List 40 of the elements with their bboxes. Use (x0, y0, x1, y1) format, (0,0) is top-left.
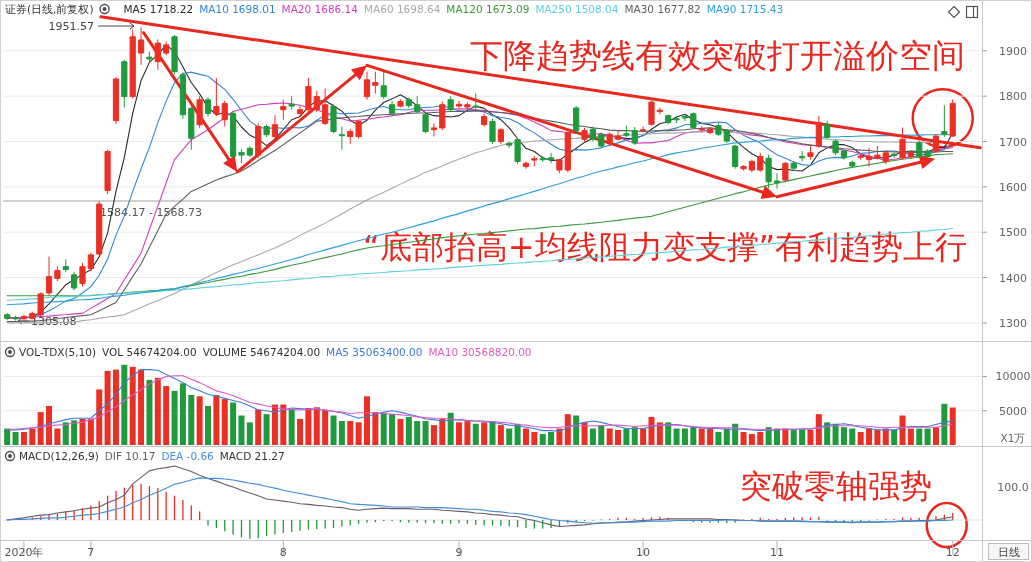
series-label: DEA -0.66 (161, 450, 215, 462)
x-tick-label: 8 (279, 546, 287, 559)
text: MA120 1673.09 (446, 3, 530, 15)
x-tick-label: 10 (636, 546, 651, 559)
text: MA10 30568820.00 (428, 346, 532, 358)
y-tick-label: 1900 (999, 44, 1027, 58)
y-axis-title: X1万 (1000, 432, 1026, 444)
x-tick-label: 11 (770, 546, 784, 559)
annotation: 1951.57 (48, 20, 94, 33)
x-tick-label: 12 (945, 546, 960, 559)
annotation: VOL 54674204.00 (102, 346, 197, 358)
x-tick-label: 2020年 (4, 546, 44, 559)
text: MA250 1508.04 (535, 3, 619, 15)
text: MA5 1718.22 (123, 3, 194, 15)
y-tick-label: 1400 (999, 271, 1027, 285)
annotation: 下降趋势线有效突破打开溢价空间 (470, 37, 965, 75)
annotation: VOLUME 54674204.00 (202, 346, 321, 358)
annotation: 突破零轴强势 (740, 468, 932, 504)
text: MA20 1686.14 (281, 3, 359, 15)
text: MA90 1715.43 (706, 3, 784, 15)
x-tick-label: 9 (455, 546, 463, 559)
y-tick-label: 1700 (999, 135, 1027, 149)
y-tick-label: 1800 (999, 90, 1027, 104)
text: MACD 21.27 (219, 450, 285, 462)
y-tick-label: 1300 (999, 316, 1027, 330)
chart-title: MACD(12,26,9) (19, 450, 99, 462)
text: MA10 1698.01 (199, 3, 276, 15)
text: MA60 1698.64 (363, 3, 441, 15)
x-tick-label: 7 (87, 546, 95, 559)
x-axis-title: 日线 (997, 546, 1020, 559)
chart-title: 证券(日线,前复权) (5, 3, 94, 15)
y-tick-label: 1500 (999, 226, 1027, 240)
y-tick-label: 5000 (999, 404, 1027, 418)
series-label: DIF 10.17 (104, 450, 156, 462)
text: 100.0 (997, 481, 1029, 494)
chart-title: VOL-TDX(5,10) (19, 346, 97, 358)
text: MA30 1677.82 (624, 3, 701, 15)
text: MA5 35063400.00 (326, 346, 423, 358)
y-tick-label: 1600 (999, 180, 1027, 194)
y-tick-label: 10000 (995, 370, 1031, 384)
